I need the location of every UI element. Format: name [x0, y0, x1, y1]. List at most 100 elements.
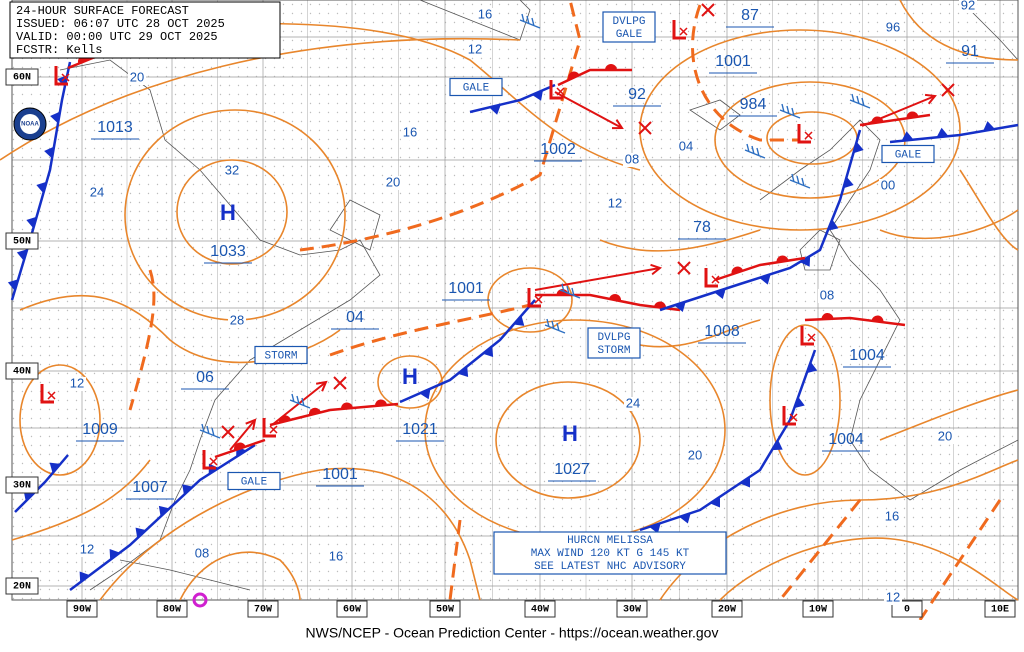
isobar-label: 32 [225, 162, 239, 177]
front-pip [740, 476, 750, 488]
center-pressure: 1004 [849, 347, 885, 364]
warm-front [557, 68, 632, 87]
high-symbol: H [402, 364, 418, 389]
wind-barb [779, 103, 801, 119]
front-pip [674, 301, 686, 313]
lon-label: 0 [904, 605, 910, 616]
cold-front [14, 454, 69, 513]
front-pip [44, 146, 55, 159]
warning-text: GALE [241, 476, 268, 488]
isobar-label: 20 [130, 69, 144, 84]
isobar-label: 12 [608, 195, 622, 210]
isobar-label: 24 [626, 395, 640, 410]
front-pip [49, 462, 61, 474]
lon-label: 20W [718, 605, 736, 616]
lat-label-box [5, 476, 39, 494]
front-pip [109, 549, 120, 560]
arrow-head [611, 119, 624, 130]
isobar-label-bg [677, 140, 695, 154]
front-pip [871, 315, 884, 323]
front-pip [649, 523, 661, 534]
warning-box [254, 345, 308, 365]
lon-label-box [984, 600, 1016, 618]
low-x [789, 413, 798, 422]
warning-box [227, 471, 281, 491]
lat-label-box [5, 577, 39, 595]
lon-label-box [711, 600, 743, 618]
isobar-label: 16 [403, 124, 417, 139]
front-pip [7, 279, 19, 291]
lat-label-box [5, 362, 39, 380]
front-pip [489, 104, 501, 115]
isobar-label-bg [884, 21, 902, 35]
front-pip [375, 399, 387, 407]
front-pip [794, 396, 805, 409]
isobar-label-bg [476, 8, 494, 22]
isobar-label: 20 [938, 428, 952, 443]
graticule [11, 0, 1019, 601]
front-pip [16, 249, 28, 261]
lon-label: 40W [531, 605, 549, 616]
lat-label: 30N [13, 481, 31, 492]
warning-text: GALE [616, 29, 643, 41]
hurricane-symbol [192, 592, 208, 608]
lon-label: 70W [254, 605, 272, 616]
center-pressure: 78 [693, 219, 711, 236]
lat-label-box [5, 232, 39, 250]
isobar-label-bg [623, 153, 641, 167]
isobar-label-bg [959, 0, 977, 13]
warning-box [881, 144, 935, 164]
isobar-label: 20 [386, 174, 400, 189]
low-symbol [202, 450, 216, 470]
symbols [40, 3, 955, 608]
isobar-label-bg [384, 176, 402, 190]
front-pip [419, 388, 431, 400]
isobar-label: 12 [70, 375, 84, 390]
labels: 60N 50N 40N 30N 20N 90W 80W 70W 60W 50W 40W 30W 20W 1… [5, 0, 1016, 618]
lon-label: 80W [163, 605, 181, 616]
center-pressure: 1001 [322, 466, 358, 483]
fronts [7, 53, 1019, 591]
isobar-label: 16 [329, 548, 343, 563]
header-box [9, 1, 281, 59]
logo-text: NOAA [21, 122, 39, 128]
front-pip [821, 313, 834, 320]
front-pip [906, 111, 919, 119]
isobar-label: 12 [886, 589, 900, 604]
lon-label: 90W [73, 605, 91, 616]
wind-barb [559, 283, 581, 299]
center-pressure: 1001 [715, 53, 751, 70]
forecast-x [333, 376, 347, 390]
isobar-label-bg [128, 71, 146, 85]
isobar-label: 16 [885, 508, 899, 523]
isobar-label: 24 [90, 184, 104, 199]
lon-label: 50W [436, 605, 454, 616]
lon-label: 30W [623, 605, 641, 616]
front-pip [776, 255, 789, 263]
center-pressure: 91 [961, 43, 979, 60]
front-pip [710, 496, 720, 508]
front-pip [50, 111, 61, 124]
isobar-label-bg [78, 543, 96, 557]
isobar-label: 08 [195, 545, 209, 560]
front-pip [182, 484, 193, 495]
isobar-label: 96 [886, 19, 900, 34]
front-pip [759, 274, 771, 285]
noaa-logo [13, 107, 47, 141]
wind-barb [744, 143, 766, 159]
motion-arrow [554, 91, 623, 129]
low-symbol [54, 66, 68, 86]
center-pressure: 1009 [82, 421, 118, 438]
front-pip [799, 255, 811, 267]
lon-label-box [247, 600, 279, 618]
isobar-label: 20 [688, 447, 702, 462]
front-pip [771, 439, 783, 451]
center-pressure: 1001 [448, 280, 484, 297]
lat-label: 60N [13, 73, 31, 84]
front-pip [654, 301, 666, 309]
front-pip [341, 402, 353, 410]
header-line: ISSUED: 06:07 UTC 28 OCT 2025 [16, 17, 225, 31]
isobar-label-bg [68, 377, 86, 391]
isobar-label-bg [884, 591, 902, 605]
